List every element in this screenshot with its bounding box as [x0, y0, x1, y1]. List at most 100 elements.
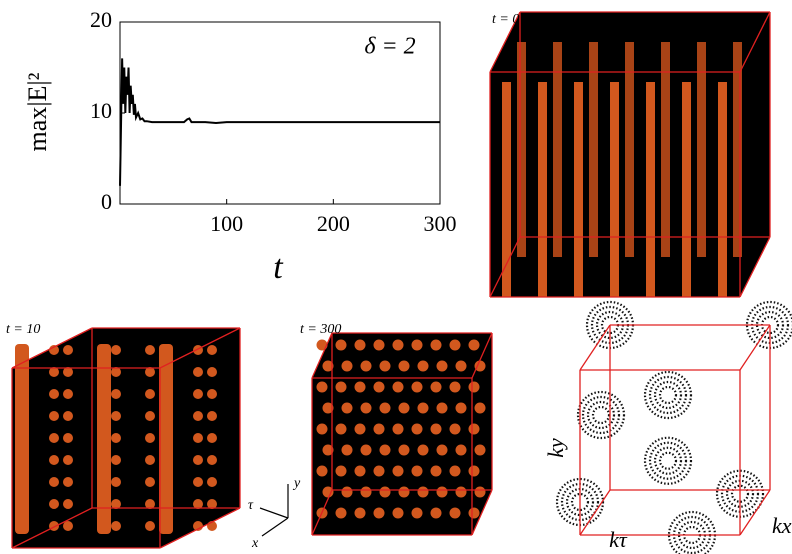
blob	[193, 411, 203, 421]
rod	[733, 42, 742, 257]
blob	[111, 521, 121, 531]
cube-edge	[739, 236, 771, 298]
blob	[207, 477, 217, 487]
blob	[145, 411, 155, 421]
blob	[436, 360, 448, 372]
blob	[392, 339, 404, 351]
blob	[430, 465, 442, 477]
blob	[373, 381, 385, 393]
blob	[111, 367, 121, 377]
blob	[63, 411, 73, 421]
blob	[379, 444, 391, 456]
blob	[63, 367, 73, 377]
speckle	[730, 484, 750, 503]
blob	[335, 381, 347, 393]
blob	[398, 486, 410, 498]
speckle	[591, 405, 611, 425]
blob	[193, 455, 203, 465]
blob	[207, 433, 217, 443]
speckle	[653, 446, 683, 475]
blob	[341, 402, 353, 414]
rod	[625, 42, 634, 257]
speckle	[586, 400, 616, 430]
blob	[335, 507, 347, 519]
x-tick-label: 100	[210, 211, 243, 236]
blob	[316, 423, 328, 435]
cube-edge	[11, 327, 93, 369]
blob	[111, 433, 121, 443]
blob	[145, 477, 155, 487]
axis-label: kτ	[609, 527, 628, 552]
cube-edge	[739, 489, 771, 536]
blob	[398, 360, 410, 372]
speckle	[658, 385, 678, 405]
rod	[15, 344, 29, 534]
blob	[111, 345, 121, 355]
blob	[341, 486, 353, 498]
blob	[354, 381, 366, 393]
blob	[436, 486, 448, 498]
blob	[49, 389, 59, 399]
y-tick-label: 0	[101, 189, 112, 214]
blob	[436, 402, 448, 414]
blob	[207, 389, 217, 399]
y-tick-label: 20	[90, 7, 112, 32]
blob	[335, 423, 347, 435]
speckle	[755, 310, 785, 340]
blob	[207, 345, 217, 355]
blob	[468, 465, 480, 477]
cube-edge	[311, 489, 333, 536]
blob	[63, 521, 73, 531]
blob	[145, 455, 155, 465]
blob	[417, 486, 429, 498]
triad-axis	[259, 507, 289, 519]
cube-edge	[739, 11, 771, 73]
rod	[97, 344, 111, 534]
speckle	[570, 492, 590, 512]
blob	[417, 360, 429, 372]
blob	[322, 402, 334, 414]
triad-label: y	[292, 476, 301, 491]
blob	[373, 339, 385, 351]
blob	[474, 486, 486, 498]
blob	[411, 465, 423, 477]
blob	[411, 381, 423, 393]
y-axis-label: max|E|²	[23, 72, 52, 151]
blob	[322, 360, 334, 372]
rod	[159, 344, 173, 534]
blob	[193, 477, 203, 487]
speckle	[648, 441, 688, 480]
blob	[354, 339, 366, 351]
blob	[49, 367, 59, 377]
blob	[63, 389, 73, 399]
speckle	[658, 451, 678, 470]
cube-edge	[471, 332, 493, 379]
blob	[49, 499, 59, 509]
speckle	[653, 380, 683, 410]
blob	[360, 486, 372, 498]
axis-label: ky	[543, 438, 568, 458]
cube-edge	[311, 332, 333, 379]
blob	[335, 465, 347, 477]
blob	[63, 499, 73, 509]
blob	[430, 339, 442, 351]
blob	[417, 444, 429, 456]
x-tick-label: 300	[424, 211, 457, 236]
axis-triad	[259, 484, 289, 537]
blob	[207, 411, 217, 421]
blob	[111, 499, 121, 509]
rod	[682, 82, 691, 297]
rod	[589, 42, 598, 257]
blob	[193, 367, 203, 377]
blob	[193, 521, 203, 531]
blob	[430, 423, 442, 435]
triad-label: τ	[248, 498, 254, 513]
cube-edge	[11, 507, 93, 549]
rod	[517, 42, 526, 257]
rod	[574, 82, 583, 297]
blob	[322, 486, 334, 498]
panel-label: t = 10	[6, 322, 40, 337]
blob	[436, 444, 448, 456]
blob	[455, 360, 467, 372]
